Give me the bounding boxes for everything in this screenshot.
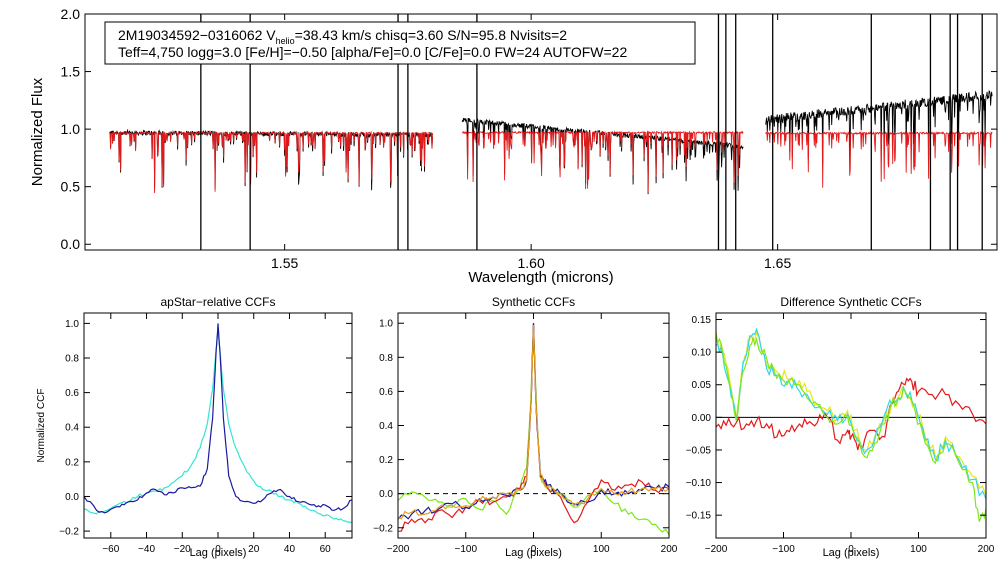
info-line-2: Teff=4,750 logg=3.0 [Fe/H]=−0.50 [alpha/… xyxy=(118,44,627,60)
series-line-cyan xyxy=(84,328,352,523)
x-tick-label: 200 xyxy=(661,544,678,555)
vhelio-value: =38.43 km/s xyxy=(295,27,372,43)
plot-frame xyxy=(84,13,998,251)
y-tick-label: −0.05 xyxy=(686,445,712,456)
y-tick-label: 1.0 xyxy=(379,319,393,330)
x-tick-label: 0 xyxy=(215,544,221,555)
apstar-ccf-panel: −60 −40 −20 0 20 40 60 −0.2 0.0 0.2 0.4 0.6 0.8 1.0 ap… xyxy=(36,295,353,559)
x-tick-label: 40 xyxy=(284,544,296,555)
series-line-navy xyxy=(84,323,352,514)
x-tick-label: −60 xyxy=(102,544,119,555)
model-spectrum-green xyxy=(461,130,744,193)
y-tick-label: −0.2 xyxy=(59,527,79,538)
x-tick-label: 100 xyxy=(593,544,610,555)
x-axis-label: Lag (pixels) xyxy=(823,547,880,559)
y-tick-label: 0.05 xyxy=(692,380,712,391)
series-line-yellow xyxy=(716,330,986,496)
series-line-green xyxy=(716,332,986,522)
x-tick-label: −40 xyxy=(138,544,155,555)
y-tick-label: −0.15 xyxy=(686,511,712,522)
x-tick-label: 1.55 xyxy=(271,255,298,271)
vhelio-subscript: helio xyxy=(276,36,295,46)
x-tick-label: −200 xyxy=(387,544,410,555)
x-tick-label: 0 xyxy=(531,544,537,555)
y-tick-label: 0.6 xyxy=(379,387,393,398)
plot-frame xyxy=(397,312,670,539)
x-tick-label: −100 xyxy=(454,544,477,555)
x-tick-label: −200 xyxy=(705,544,728,555)
y-axis-label: Normalized Flux xyxy=(29,77,46,186)
x-tick-label: 200 xyxy=(978,544,995,555)
x-tick-label: −100 xyxy=(772,544,795,555)
x-tick-label: 100 xyxy=(910,544,927,555)
chisq-value: chisq=3.60 xyxy=(371,27,443,43)
y-tick-label: 1.5 xyxy=(61,63,81,79)
y-tick-label: 0.00 xyxy=(692,413,712,424)
chart-title: Difference Synthetic CCFs xyxy=(780,295,921,309)
vhelio-label: V xyxy=(262,27,276,43)
y-tick-label: 0.0 xyxy=(379,489,393,500)
y-tick-label: 0.0 xyxy=(61,236,81,252)
series-line-orange xyxy=(398,324,669,520)
observed-spectrum-red xyxy=(765,90,993,165)
model-spectrum-blue xyxy=(109,131,433,194)
y-tick-label: 0.2 xyxy=(65,457,79,468)
y-tick-label: 0.10 xyxy=(692,348,712,359)
synthetic-ccf-panel: −200 −100 0 100 200 −0.2 0.0 0.2 0.4 0.6 0.8 1.0 Syn… xyxy=(373,295,678,559)
x-tick-label: 20 xyxy=(248,544,260,555)
series-line-cyan xyxy=(716,327,986,500)
info-box-frame xyxy=(104,21,696,65)
y-axis-label: Normalized CCF xyxy=(36,389,47,463)
series-line-red xyxy=(716,377,986,451)
chart-title: Synthetic CCFs xyxy=(492,295,575,309)
y-tick-label: 0.2 xyxy=(379,455,393,466)
y-tick-label: 1.0 xyxy=(61,121,81,137)
y-tick-label: 0.5 xyxy=(61,179,81,195)
y-tick-label: 0.4 xyxy=(379,421,393,432)
y-tick-label: −0.2 xyxy=(373,523,393,534)
y-tick-label: 0.15 xyxy=(692,315,712,326)
x-tick-label: 1.60 xyxy=(518,255,545,271)
chart-title: apStar−relative CCFs xyxy=(160,295,275,309)
info-box: 2M19034592−0316062 Vhelio=38.43 km/s chi… xyxy=(104,21,696,65)
y-tick-label: 2.0 xyxy=(61,6,81,22)
y-tick-label: −0.10 xyxy=(686,478,712,489)
x-axis-label: Lag (pixels) xyxy=(190,547,247,559)
x-tick-label: 60 xyxy=(320,544,332,555)
y-tick-label: 0.4 xyxy=(65,423,79,434)
x-tick-label: 0 xyxy=(848,544,854,555)
x-axis-label: Wavelength (microns) xyxy=(468,269,613,286)
y-tick-label: 0.0 xyxy=(65,492,79,503)
y-tick-label: 0.8 xyxy=(65,354,79,365)
star-id: 2M19034592−0316062 xyxy=(118,27,263,43)
nvisits-value: Nvisits=2 xyxy=(506,27,567,43)
difference-ccf-panel: −200 −100 0 100 200 −0.15 −0.10 −0.05 0.00 0.05 0.… xyxy=(686,295,995,559)
x-tick-label: −20 xyxy=(174,544,191,555)
snr-value: S/N=95.8 xyxy=(443,27,506,43)
spectrum-panel: 1.55 1.60 1.65 0.0 0.5 1.0 1.5 2.0 Wavelength (m… xyxy=(29,6,998,286)
model-spectrum-red xyxy=(765,130,993,188)
series-line-red xyxy=(398,323,669,532)
x-tick-label: 1.65 xyxy=(764,255,791,271)
x-axis-label: Lag (pixels) xyxy=(505,547,562,559)
y-tick-label: 0.6 xyxy=(65,388,79,399)
y-tick-label: 1.0 xyxy=(65,319,79,330)
series-line-navy xyxy=(398,323,669,520)
series-line-green xyxy=(398,326,669,535)
y-tick-label: 0.8 xyxy=(379,353,393,364)
info-line-1: 2M19034592−0316062 Vhelio=38.43 km/s chi… xyxy=(118,27,567,46)
